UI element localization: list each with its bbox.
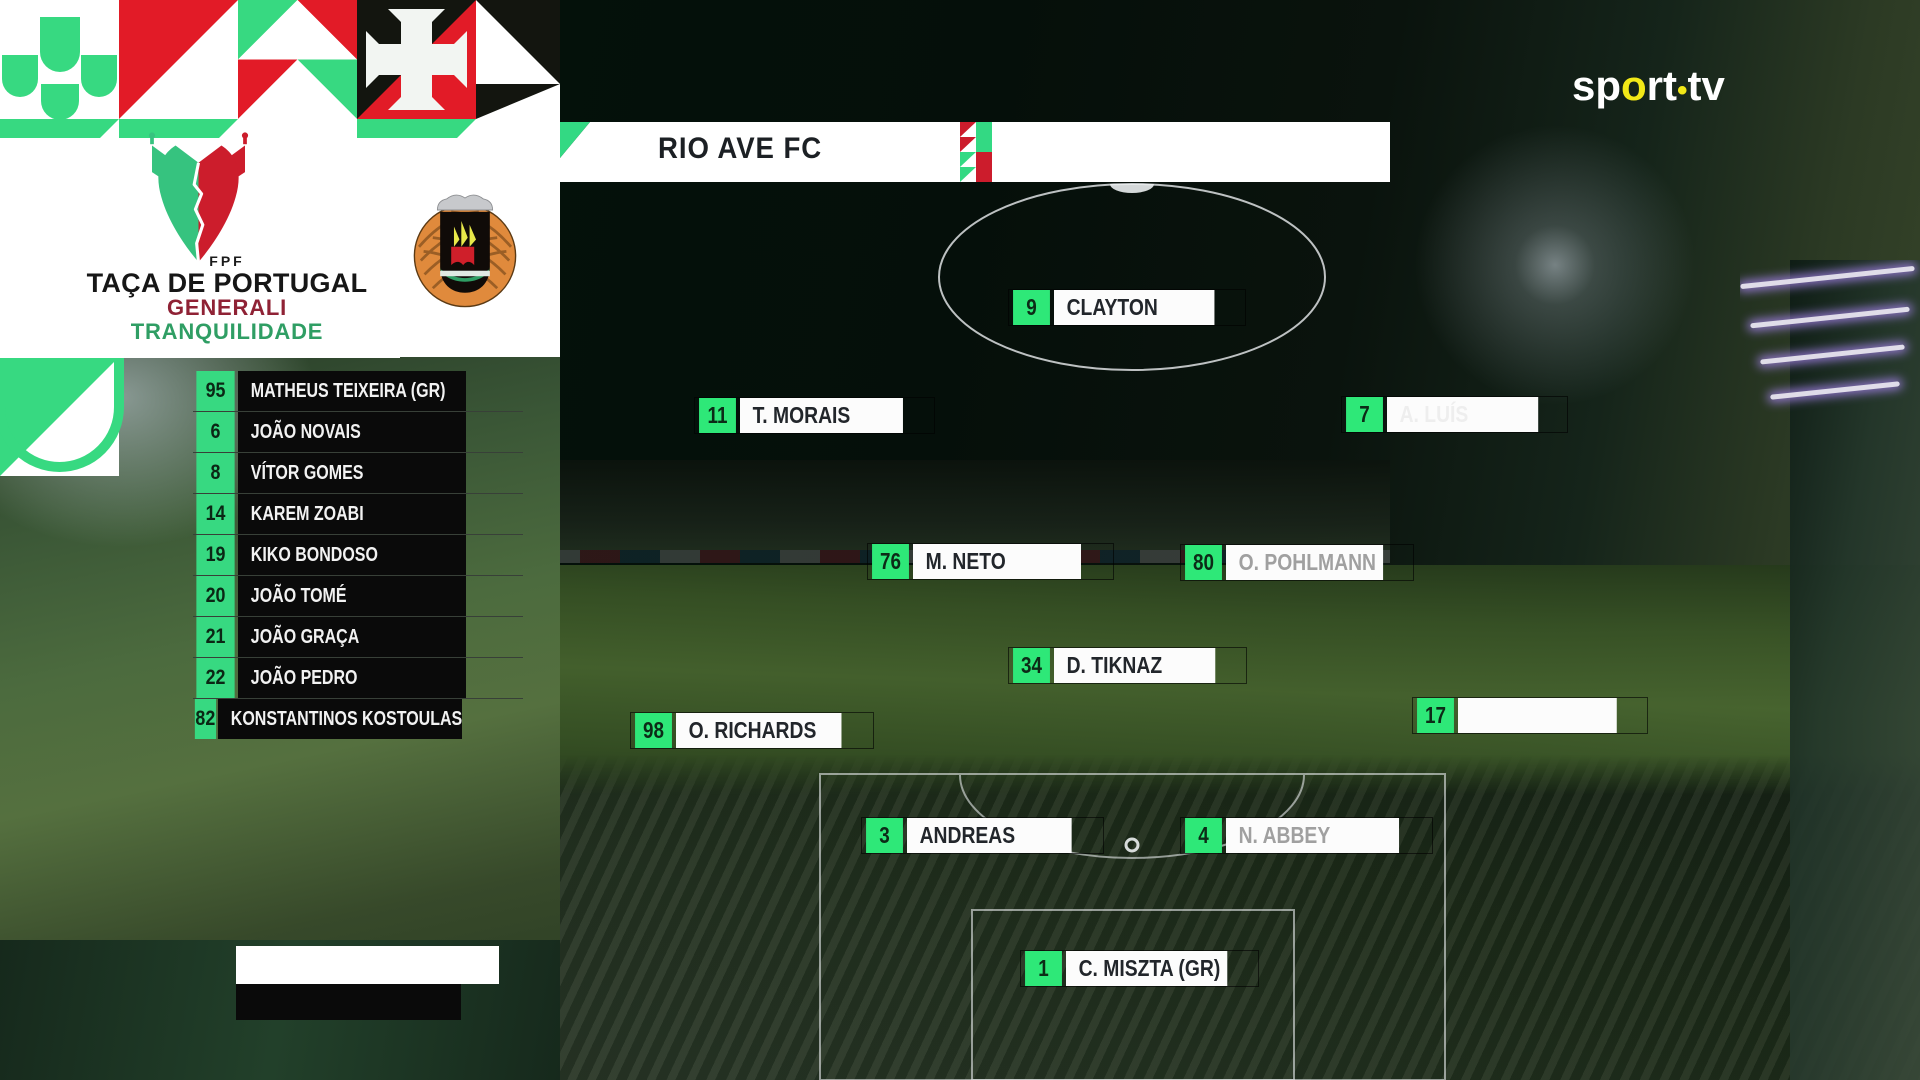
svg-text:TAÇA DE PORTUGAL: TAÇA DE PORTUGAL [87, 268, 368, 298]
svg-text:FPF: FPF [209, 253, 244, 269]
svg-text:TRANQUILIDADE: TRANQUILIDADE [131, 319, 324, 344]
svg-text:GENERALI: GENERALI [167, 295, 287, 320]
